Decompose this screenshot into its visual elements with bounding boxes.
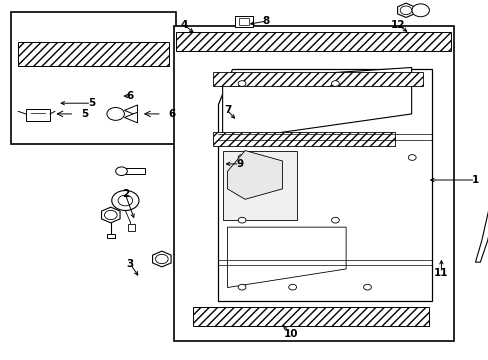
Polygon shape: [474, 105, 488, 262]
Bar: [107, 234, 115, 238]
Polygon shape: [217, 69, 431, 301]
Circle shape: [238, 155, 245, 160]
Circle shape: [118, 195, 132, 206]
Circle shape: [104, 210, 117, 220]
Polygon shape: [227, 150, 282, 199]
Bar: [239, 18, 248, 25]
Polygon shape: [397, 3, 414, 18]
Text: 5: 5: [81, 109, 89, 119]
Circle shape: [238, 81, 245, 86]
Bar: [193, 307, 428, 327]
Text: 6: 6: [168, 109, 175, 119]
Bar: [125, 168, 144, 174]
Circle shape: [107, 108, 124, 120]
Bar: [176, 32, 450, 51]
Circle shape: [331, 81, 339, 86]
Polygon shape: [102, 207, 120, 223]
Polygon shape: [124, 112, 137, 123]
Circle shape: [363, 284, 371, 290]
Polygon shape: [222, 67, 411, 141]
Circle shape: [116, 167, 127, 175]
Bar: [235, 16, 252, 27]
Bar: [174, 26, 453, 341]
Bar: [222, 150, 297, 220]
Circle shape: [399, 6, 411, 15]
Text: 10: 10: [283, 329, 297, 339]
Bar: [19, 42, 169, 66]
Circle shape: [155, 255, 168, 264]
Text: 4: 4: [180, 19, 187, 30]
Bar: [127, 224, 135, 231]
Polygon shape: [152, 251, 171, 267]
Circle shape: [288, 284, 296, 290]
Text: 7: 7: [224, 105, 231, 115]
Bar: [212, 72, 422, 86]
Polygon shape: [124, 105, 137, 116]
Text: 5: 5: [87, 98, 95, 108]
Circle shape: [331, 217, 339, 223]
Circle shape: [112, 190, 139, 211]
Bar: [26, 109, 50, 121]
Text: 2: 2: [122, 189, 129, 199]
Bar: [212, 132, 394, 146]
Circle shape: [411, 4, 428, 17]
Text: 6: 6: [126, 91, 134, 101]
Circle shape: [238, 217, 245, 223]
Circle shape: [238, 284, 245, 290]
Text: 12: 12: [389, 19, 404, 30]
Circle shape: [407, 155, 415, 160]
Bar: [11, 12, 176, 144]
Text: 11: 11: [433, 268, 448, 278]
Text: 9: 9: [236, 159, 243, 169]
Text: 1: 1: [471, 175, 478, 185]
Text: 3: 3: [126, 259, 134, 269]
Text: 8: 8: [262, 16, 269, 26]
Polygon shape: [227, 227, 346, 288]
